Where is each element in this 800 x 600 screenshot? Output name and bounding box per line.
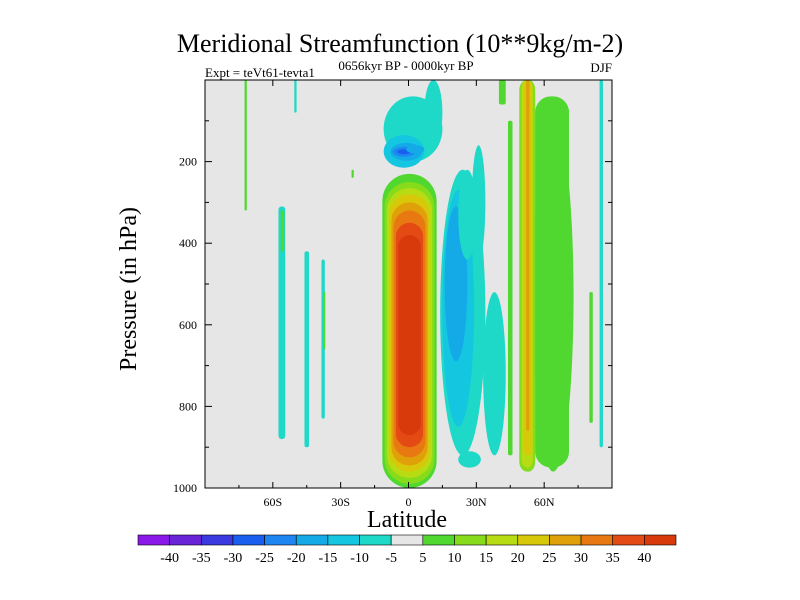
colorbar-swatch xyxy=(612,534,645,546)
y-axis: 200 400 600 800 1000 xyxy=(173,120,612,495)
contour-region xyxy=(471,145,486,260)
colorbar-swatch xyxy=(169,534,202,546)
chart-title: Meridional Streamfunction (10**9kg/m-2) xyxy=(177,29,623,58)
colorbar-label: 40 xyxy=(637,551,651,566)
colorbar-label: -30 xyxy=(224,551,243,566)
contour-region xyxy=(424,80,443,146)
contour-region xyxy=(526,80,530,431)
x-axis-label: Latitude xyxy=(367,507,447,533)
y-tick-label: 800 xyxy=(179,399,197,413)
contour-streak xyxy=(589,292,593,423)
colorbar-swatch xyxy=(359,534,392,546)
x-tick-label: 60S xyxy=(263,495,282,509)
colorbar-label: -5 xyxy=(385,551,397,566)
colorbar-label: -35 xyxy=(192,551,211,566)
contour-streak xyxy=(244,80,247,211)
colorbar-swatch xyxy=(295,534,329,546)
contour-fill-layer xyxy=(244,80,603,488)
colorbar-swatch xyxy=(454,534,487,546)
x-tick-label: 30N xyxy=(466,495,487,509)
colorbar-label: 20 xyxy=(511,551,525,566)
colorbar-label: 10 xyxy=(447,551,461,566)
contour-streak xyxy=(280,210,285,252)
contour-streak xyxy=(278,206,286,440)
colorbar-swatch xyxy=(517,534,550,546)
experiment-label: Expt = teVt61-tevta1 xyxy=(205,65,315,80)
colorbar-swatch xyxy=(580,534,614,546)
colorbar-label: 30 xyxy=(574,551,588,566)
colorbar-label: 15 xyxy=(479,551,493,566)
y-axis-label: Pressure (in hPa) xyxy=(116,207,142,371)
contour-region xyxy=(483,292,506,456)
colorbar-label: -15 xyxy=(319,551,338,566)
colorbar-swatch xyxy=(422,534,455,546)
contour-region xyxy=(406,145,425,154)
x-tick-label: 60N xyxy=(534,495,555,509)
colorbar-label: 5 xyxy=(419,551,426,566)
y-tick-label: 200 xyxy=(179,155,197,169)
colorbar-label: 35 xyxy=(606,551,620,566)
contour-streak xyxy=(351,169,354,178)
x-tick-label: 0 xyxy=(406,495,412,509)
colorbar-label: -25 xyxy=(255,551,274,566)
plot-area: 60S 30S 0 30N 60N 200 400 600 800 1000 xyxy=(173,79,613,509)
x-axis: 60S 30S 0 30N 60N xyxy=(238,80,579,509)
season-label: DJF xyxy=(590,60,612,75)
contour-region xyxy=(498,80,506,105)
colorbar-swatch xyxy=(232,534,265,546)
colorbar-swatch xyxy=(485,534,519,546)
contour-streak xyxy=(323,292,326,350)
y-tick-label: 1000 xyxy=(173,481,197,495)
hadley-core-contour xyxy=(398,235,421,435)
colorbar-swatch xyxy=(644,534,677,546)
contour-region xyxy=(458,451,481,468)
colorbar-label: -20 xyxy=(287,551,306,566)
contour-streak xyxy=(294,80,297,113)
colorbar-swatch xyxy=(327,534,360,546)
colorbar-label: -10 xyxy=(350,551,369,566)
colorbar-label: -40 xyxy=(160,551,179,566)
y-tick-label: 600 xyxy=(179,318,197,332)
colorbar: -40 -35 -30 -25 -20 -15 -10 -5 5 10 15 20 25 30 35 40 xyxy=(137,534,677,566)
colorbar-swatch xyxy=(390,534,424,546)
contour-region xyxy=(458,169,477,260)
contour-streak xyxy=(599,80,603,448)
x-tick-label: 30S xyxy=(331,495,350,509)
colorbar-swatch xyxy=(264,534,297,546)
colorbar-swatch xyxy=(137,534,170,546)
colorbar-label: 25 xyxy=(542,551,556,566)
contour-streak xyxy=(304,251,310,448)
colorbar-swatch xyxy=(549,534,582,546)
contour-region xyxy=(535,96,570,468)
chart-subtitle: 0656kyr BP - 0000kyr BP xyxy=(338,58,473,73)
y-tick-label: 400 xyxy=(179,236,197,250)
colorbar-swatch xyxy=(200,534,234,546)
contour-region xyxy=(507,120,513,456)
